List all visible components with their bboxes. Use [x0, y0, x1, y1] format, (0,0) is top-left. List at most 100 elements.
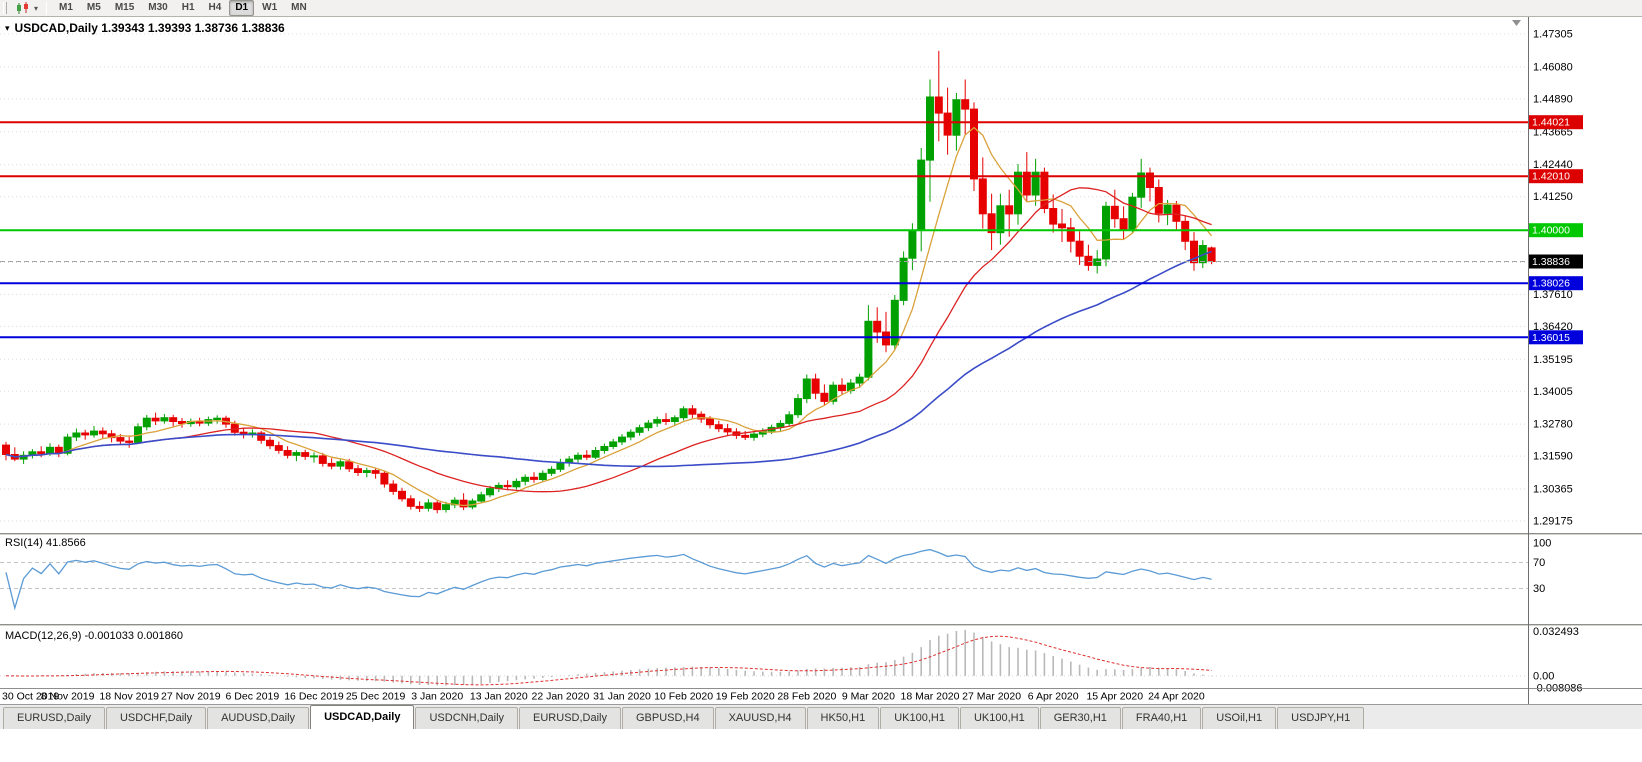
price-badge-label: 1.38026: [1532, 278, 1570, 290]
chart-tab-usdchf-daily[interactable]: USDCHF,Daily: [105, 707, 207, 729]
timeframe-button-h1[interactable]: H1: [181, 2, 195, 13]
chart-tab-usoil-h1[interactable]: USOil,H1: [1202, 707, 1277, 729]
date-axis-label: 22 Jan 2020: [531, 691, 589, 703]
chart-tab-eurusd-daily[interactable]: EURUSD,Daily: [519, 707, 621, 729]
timeframe-button-w1[interactable]: W1: [262, 2, 278, 13]
timeframe-button-d1[interactable]: D1: [229, 0, 255, 16]
main-chart[interactable]: 1.47305 1.46080 1.44890 1.43665 1.42440 1.412…: [0, 17, 1642, 704]
price-tick-label: 1.47305: [1533, 29, 1573, 41]
ma-fast-line: [5, 126, 1213, 507]
chart-tab-usdcnh-daily[interactable]: USDCNH,Daily: [415, 707, 519, 729]
macd-axis-label: 0.00: [1533, 670, 1554, 682]
price-badge-label: 1.40000: [1532, 225, 1570, 237]
panel-separator[interactable]: [0, 624, 1642, 627]
chart-title-row: ▾ USDCAD,Daily 1.39343 1.39393 1.38736 1…: [5, 21, 285, 35]
date-axis-label: 28 Feb 2020: [777, 691, 836, 703]
date-axis-label: 25 Dec 2019: [346, 691, 406, 703]
chart-type-dropdown-icon[interactable]: ▾: [34, 3, 39, 13]
price-badge: [1529, 223, 1583, 238]
timeframe-button-m15[interactable]: M15: [114, 2, 135, 13]
date-axis-label: 18 Nov 2019: [99, 691, 159, 703]
chart-tab-eurusd-daily[interactable]: EURUSD,Daily: [3, 707, 105, 729]
date-axis-label: 10 Feb 2020: [654, 691, 713, 703]
price-tick-label: 1.29175: [1533, 515, 1573, 527]
chart-tab-usdcad-daily[interactable]: USDCAD,Daily: [310, 705, 415, 729]
chart-tab-fra40-h1[interactable]: FRA40,H1: [1121, 707, 1202, 729]
date-axis-label: 13 Jan 2020: [470, 691, 528, 703]
timeframe-button-m1[interactable]: M1: [59, 2, 73, 13]
rsi-axis-label: 70: [1533, 557, 1545, 569]
timeframe-button-h4[interactable]: H4: [208, 2, 222, 13]
chart-tab-uk100-h1[interactable]: UK100,H1: [959, 707, 1039, 729]
macd-histogram: [14, 629, 1213, 686]
chart-tab-audusd-daily[interactable]: AUDUSD,Daily: [207, 707, 310, 729]
date-axis-label: 6 Apr 2020: [1028, 691, 1079, 703]
chart-tab-bar: EURUSD,Daily USDCHF,Daily AUDUSD,Daily USDC…: [0, 704, 1642, 729]
rsi-indicator-label: RSI(14) 41.8566: [5, 537, 86, 549]
ma-slow-line: [5, 250, 1212, 468]
price-badge-label: 1.38836: [1532, 256, 1570, 268]
timeframe-toolbar: ▾ M1 M5 M15 M30 H1 H4 D1 W1 MN: [0, 0, 1642, 17]
date-axis-label: 16 Dec 2019: [284, 691, 344, 703]
rsi-line: [5, 548, 1212, 611]
rsi-axis-label: 30: [1533, 583, 1545, 595]
price-tick-label: 1.30365: [1533, 484, 1573, 496]
date-axis-label: 19 Feb 2020: [716, 691, 775, 703]
chart-context-icon[interactable]: ▾: [5, 22, 10, 33]
timeframe-button-m5[interactable]: M5: [86, 2, 101, 13]
chart-tab-uk100-h1[interactable]: UK100,H1: [880, 707, 959, 729]
timeframe-button-mn[interactable]: MN: [291, 2, 307, 13]
price-tick-label: 1.36420: [1533, 321, 1573, 333]
price-tick-label: 1.42440: [1533, 159, 1573, 171]
price-tick-label: 1.31590: [1533, 451, 1573, 463]
price-badge: [1529, 276, 1583, 291]
chart-tab-ger30-h1[interactable]: GER30,H1: [1039, 707, 1121, 729]
timeframe-buttons: M1 M5 M15 M30 H1 H4 D1 W1 MN: [53, 0, 313, 16]
price-tick-label: 1.43665: [1533, 126, 1573, 138]
date-axis-label: 27 Mar 2020: [962, 691, 1021, 703]
price-tick-label: 1.41250: [1533, 191, 1573, 203]
price-tick-label: 1.35195: [1533, 354, 1573, 366]
price-tick-label: 1.46080: [1533, 61, 1573, 73]
date-axis-label: 27 Nov 2019: [161, 691, 221, 703]
chart-tab-hk50-h1[interactable]: HK50,H1: [806, 707, 880, 729]
date-axis-label: 31 Jan 2020: [593, 691, 651, 703]
price-badge: [1529, 115, 1583, 130]
timeframe-button-m30[interactable]: M30: [148, 2, 168, 13]
price-badge-label: 1.36015: [1532, 332, 1570, 344]
price-tick-label: 1.32780: [1533, 419, 1573, 431]
price-badge: [1529, 169, 1583, 184]
date-axis-label: 3 Jan 2020: [411, 691, 463, 703]
chart-shift-marker[interactable]: [1512, 20, 1521, 26]
date-axis-label: 18 Mar 2020: [901, 691, 960, 703]
date-axis-label: 8 Nov 2019: [41, 691, 95, 703]
date-axis-label: 6 Dec 2019: [226, 691, 280, 703]
chart-tab-xauusd-h4[interactable]: XAUUSD,H4: [714, 707, 806, 729]
macd-axis-label: 0.032493: [1533, 626, 1579, 638]
toolbar-separator: [46, 1, 48, 15]
date-axis-label: 24 Apr 2020: [1148, 691, 1205, 703]
status-area: [0, 729, 1642, 762]
candlestick-series: [2, 50, 1216, 514]
macd-signal-line: [5, 635, 1212, 686]
price-badge: [1529, 254, 1583, 269]
price-badge-label: 1.44021: [1532, 117, 1570, 129]
price-badge: [1529, 330, 1583, 345]
chart-title: USDCAD,Daily 1.39343 1.39393 1.38736 1.3…: [14, 21, 285, 35]
macd-indicator-label: MACD(12,26,9) -0.001033 0.001860: [5, 630, 183, 642]
rsi-axis-label: 100: [1533, 538, 1551, 550]
chart-window: 1.47305 1.46080 1.44890 1.43665 1.42440 1.412…: [0, 17, 1642, 704]
candlestick-chart-icon[interactable]: [13, 1, 32, 15]
price-badge-label: 1.42010: [1532, 171, 1570, 183]
toolbar-grip[interactable]: [3, 2, 7, 14]
chart-tab-usdjpy-h1[interactable]: USDJPY,H1: [1277, 707, 1365, 729]
panel-separator[interactable]: [0, 533, 1642, 536]
price-tick-label: 1.44890: [1533, 93, 1573, 105]
date-axis-label: 30 Oct 2019: [2, 691, 59, 703]
price-tick-label: 1.37610: [1533, 289, 1573, 301]
date-axis-label: 9 Mar 2020: [842, 691, 895, 703]
ma-mid-line: [5, 187, 1212, 493]
price-tick-label: 1.34005: [1533, 386, 1573, 398]
chart-tab-gbpusd-h4[interactable]: GBPUSD,H4: [622, 707, 714, 729]
